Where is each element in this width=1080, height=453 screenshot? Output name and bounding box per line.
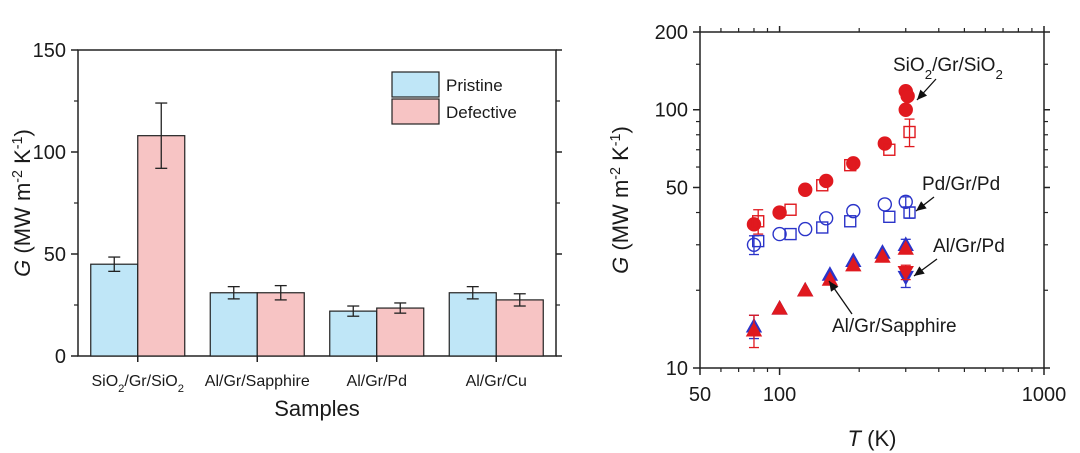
scatter-point bbox=[798, 182, 813, 197]
scatter-point bbox=[897, 240, 914, 255]
bar bbox=[90, 263, 139, 357]
bar-category-label: Al/Gr/Pd bbox=[347, 373, 407, 390]
annotation-arrow-head bbox=[916, 201, 927, 211]
bar-y-axis-label: G (MW m-2 K-1) bbox=[10, 129, 35, 277]
scatter-annotation-sio2: SiO2/Gr/SiO2 bbox=[893, 55, 1003, 82]
scatter-point bbox=[772, 205, 787, 220]
scatter-point bbox=[845, 256, 862, 272]
scatter-x-tick-label: 1000 bbox=[1022, 384, 1067, 406]
scatter-point bbox=[771, 300, 788, 315]
scatter-point bbox=[898, 194, 913, 210]
bar-series bbox=[90, 102, 544, 357]
scatter-x-tick-label: 50 bbox=[689, 384, 711, 406]
bar bbox=[137, 135, 186, 357]
bar-y-tick-label: 100 bbox=[33, 142, 66, 164]
scatter-point bbox=[898, 102, 913, 117]
bar bbox=[495, 299, 544, 357]
bar bbox=[448, 292, 497, 357]
bar-y-axis: 0 50 100 150 bbox=[33, 40, 562, 368]
scatter-point bbox=[818, 173, 834, 189]
bar-category-label: SiO2/Gr/SiO2 bbox=[92, 373, 184, 395]
scatter-x-axis-label: T (K) bbox=[848, 426, 897, 451]
scatter-point bbox=[798, 221, 813, 237]
annotation-arrow-head bbox=[829, 281, 839, 292]
scatter-point bbox=[903, 206, 916, 219]
bar bbox=[209, 292, 258, 357]
scatter-point bbox=[877, 136, 893, 151]
scatter-point bbox=[818, 211, 834, 226]
scatter-series bbox=[745, 83, 916, 349]
scatter-point bbox=[816, 221, 829, 234]
scatter-point bbox=[883, 210, 896, 224]
scatter-point bbox=[846, 203, 861, 219]
bar-legend-label: Defective bbox=[446, 103, 517, 122]
scatter-point bbox=[897, 265, 914, 281]
scatter-annotation-alsap: Al/Gr/Sapphire bbox=[832, 316, 957, 337]
bar-legend-swatch bbox=[391, 71, 440, 98]
scatter-y-tick-label: 100 bbox=[655, 100, 688, 122]
bar-category-label: Al/Gr/Cu bbox=[466, 373, 527, 390]
bar-x-axis-label: Samples bbox=[274, 396, 360, 421]
bar-category-label: Al/Gr/Sapphire bbox=[205, 373, 310, 390]
bar-x-axis: SiO2/Gr/SiO2 Al/Gr/Sapphire Al/Gr/Pd Al/Gr/… bbox=[92, 356, 527, 395]
scatter-point bbox=[900, 88, 915, 104]
scatter-point bbox=[816, 179, 829, 192]
scatter-annotation-alpd: Al/Gr/Pd bbox=[933, 236, 1005, 257]
scatter-point bbox=[844, 215, 857, 228]
scatter-point bbox=[751, 215, 765, 228]
scatter-point bbox=[846, 156, 861, 171]
scatter-point bbox=[746, 237, 762, 252]
bar-y-tick-label: 0 bbox=[55, 346, 66, 368]
scatter-point bbox=[784, 203, 797, 216]
bar-legend-swatch bbox=[391, 98, 440, 125]
scatter-x-tick-label: 100 bbox=[763, 384, 796, 406]
scatter-point bbox=[877, 197, 893, 212]
annotation-arrow-head bbox=[917, 89, 928, 100]
scatter-point bbox=[784, 227, 797, 241]
annotation-arrow-head bbox=[914, 266, 925, 276]
scatter-point bbox=[751, 234, 765, 248]
scatter-annotations: SiO2/Gr/SiO2 Pd/Gr/Pd Al/Gr/Pd Al/Gr/Sapphi… bbox=[828, 55, 1005, 337]
bar-legend-label: Pristine bbox=[446, 76, 503, 95]
scatter-point bbox=[874, 248, 891, 263]
bar-y-tick-label: 150 bbox=[33, 40, 66, 62]
scatter-point bbox=[745, 321, 763, 337]
scatter-point bbox=[772, 226, 787, 242]
scatter-y-tick-label: 10 bbox=[666, 358, 688, 380]
bar bbox=[256, 292, 305, 357]
scatter-point bbox=[903, 125, 916, 139]
scatter-y-axis-label: G (MW m-2 K-1) bbox=[608, 126, 633, 274]
bar bbox=[329, 310, 378, 357]
scatter-point bbox=[797, 281, 814, 297]
scatter-point bbox=[746, 217, 762, 232]
scatter-y-tick-label: 50 bbox=[666, 177, 688, 199]
scatter-point bbox=[883, 143, 896, 156]
bar-legend: Pristine Defective bbox=[391, 71, 517, 125]
bar bbox=[376, 307, 425, 357]
scatter-point bbox=[844, 158, 857, 172]
scatter-annotation-pd: Pd/Gr/Pd bbox=[922, 174, 1000, 195]
bar-chart: 0 50 100 150 SiO2/Gr/SiO2 Al/Gr/Sapphire Al/G… bbox=[10, 40, 562, 421]
bar-y-tick-label: 50 bbox=[44, 244, 66, 266]
scatter-plot-frame bbox=[699, 31, 1045, 369]
scatter-y-tick-label: 200 bbox=[655, 22, 688, 44]
